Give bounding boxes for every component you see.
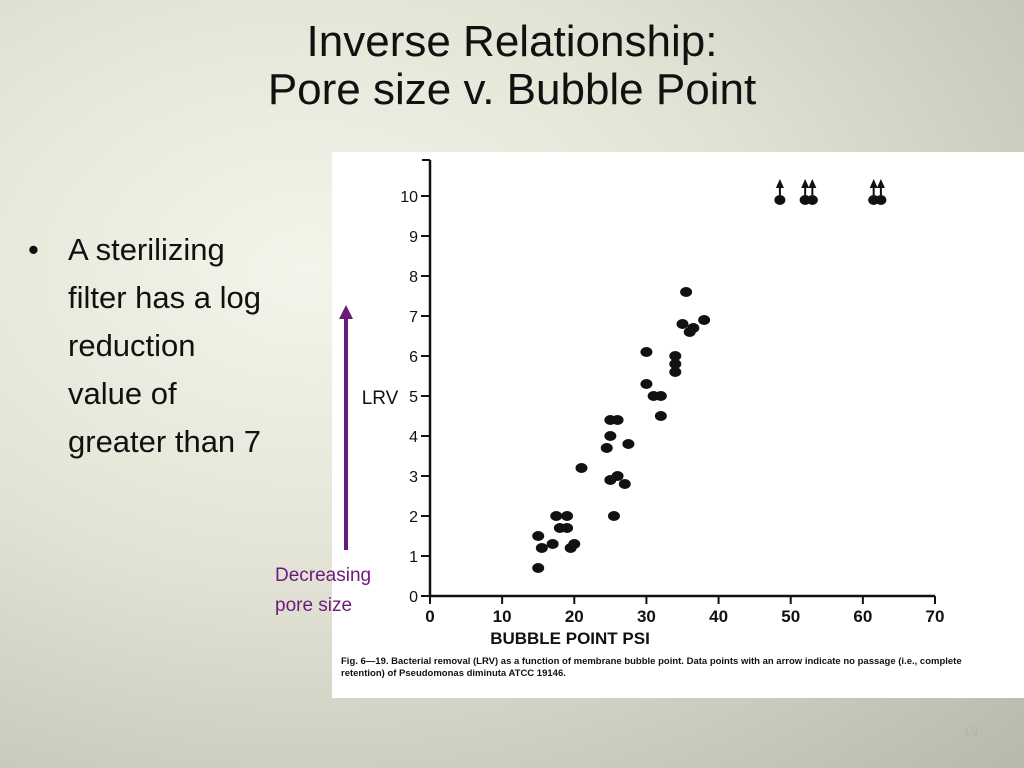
x-tick-label: 70: [926, 607, 945, 626]
annotation-line-1: Decreasing: [275, 565, 372, 586]
bullet-marker: •: [28, 232, 39, 267]
retention-arrow-icon: [808, 179, 817, 188]
slide-title: Inverse Relationship: Pore size v. Bubbl…: [0, 18, 1024, 114]
bullet-text: A sterilizing filter has a log reduction…: [68, 232, 262, 459]
page-number: 19: [963, 724, 978, 739]
scanned-figure: 0 10 20 30 40 50 60 70 0 1 2 3 4 5 6 7 8 9 10 BUBBLE POINT…: [332, 152, 1024, 698]
data-point: [669, 367, 682, 377]
decreasing-pore-size-arrow: [334, 305, 358, 550]
arrow-annotation: Decreasing pore size: [275, 561, 395, 621]
data-point: [654, 411, 667, 421]
y-tick-label: 8: [409, 269, 418, 286]
bullet-list: • A sterilizing filter has a log reducti…: [28, 226, 278, 466]
data-point: [669, 359, 682, 369]
x-tick-label: 20: [565, 607, 584, 626]
y-tick-label: 6: [409, 349, 418, 366]
retention-arrow-icon: [869, 179, 878, 188]
y-tick-label: 5: [409, 389, 418, 406]
scatter-chart: 0 10 20 30 40 50 60 70 0 1 2 3 4 5 6 7 8 9 10 BUBBLE POINT…: [362, 159, 945, 648]
data-point: [561, 523, 574, 533]
retained-data-point: [774, 195, 786, 205]
data-point: [676, 319, 689, 329]
data-point: [561, 511, 574, 521]
data-point: [568, 539, 581, 549]
data-point: [607, 511, 620, 521]
data-point: [640, 379, 653, 389]
data-point: [535, 543, 548, 553]
y-axis-label: LRV: [362, 388, 399, 409]
y-tick-label: 7: [409, 309, 418, 326]
data-point: [618, 479, 631, 489]
y-tick-label: 1: [409, 549, 418, 566]
x-tick-label: 30: [637, 607, 656, 626]
data-point: [622, 439, 635, 449]
data-point: [687, 323, 700, 333]
data-point: [550, 511, 563, 521]
data-point: [611, 415, 624, 425]
retention-arrow-icon: [801, 179, 810, 188]
data-point: [604, 431, 617, 441]
x-axis-label: BUBBLE POINT PSI: [490, 629, 650, 648]
y-tick-label: 2: [409, 509, 418, 526]
retained-data-point: [806, 195, 818, 205]
x-tick-label: 60: [853, 607, 872, 626]
data-point: [654, 391, 667, 401]
data-point: [669, 351, 682, 361]
retention-arrow-icon: [775, 179, 784, 188]
y-tick-label: 10: [400, 189, 418, 206]
title-line-2: Pore size v. Bubble Point: [267, 65, 757, 114]
data-point: [600, 443, 613, 453]
x-tick-label: 40: [709, 607, 728, 626]
data-point: [532, 531, 545, 541]
title-line-1: Inverse Relationship:: [306, 17, 718, 66]
figure-caption: Fig. 6—19. Bacterial removal (LRV) as a …: [341, 656, 962, 679]
x-tick-label: 0: [425, 607, 434, 626]
y-tick-label: 0: [409, 589, 418, 606]
bullet-item: • A sterilizing filter has a log reducti…: [28, 226, 278, 466]
x-tick-label: 50: [781, 607, 800, 626]
x-tick-label: 10: [493, 607, 512, 626]
data-point: [546, 539, 559, 549]
data-point: [575, 463, 588, 473]
data-point: [680, 287, 693, 297]
retained-data-point: [875, 195, 887, 205]
annotation-line-2: pore size: [275, 595, 353, 616]
data-point: [698, 315, 711, 325]
data-point: [532, 563, 545, 573]
y-tick-label: 4: [409, 429, 418, 446]
data-point: [640, 347, 653, 357]
up-arrow-icon: [339, 305, 353, 550]
retention-arrow-icon: [876, 179, 885, 188]
y-tick-label: 9: [409, 229, 418, 246]
data-point: [611, 471, 624, 481]
y-tick-label: 3: [409, 469, 418, 486]
